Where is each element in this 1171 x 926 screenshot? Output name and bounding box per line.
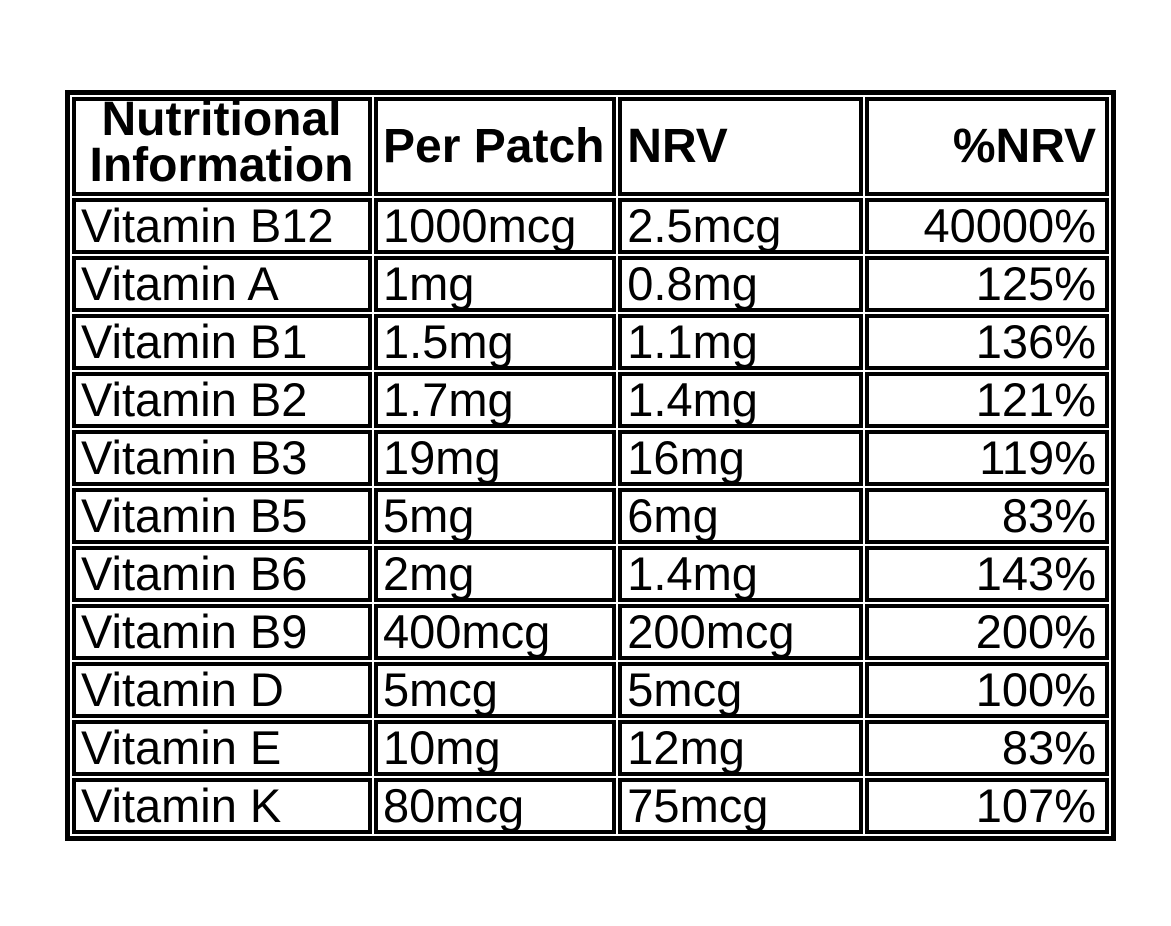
table-body: Vitamin B12 1000mcg 2.5mcg 40000% Vitami… <box>72 198 1109 834</box>
nrv-cell: 6mg <box>618 488 863 544</box>
nrv-cell: 200mcg <box>618 604 863 660</box>
vitamin-name-cell: Vitamin A <box>72 256 373 312</box>
pct-nrv-cell: 119% <box>864 430 1109 486</box>
per-patch-cell: 1.5mg <box>374 314 617 370</box>
table-row-vitamin-b6: Vitamin B6 2mg 1.4mg 143% <box>72 546 1109 602</box>
table-row-vitamin-b2: Vitamin B2 1.7mg 1.4mg 121% <box>72 372 1109 428</box>
pct-nrv-cell: 125% <box>864 256 1109 312</box>
pct-nrv-cell: 83% <box>864 488 1109 544</box>
table-row-vitamin-d: Vitamin D 5mcg 5mcg 100% <box>72 662 1109 718</box>
pct-nrv-cell: 83% <box>864 720 1109 776</box>
vitamin-name-cell: Vitamin B3 <box>72 430 373 486</box>
header-label-nutritional-information: Nutritional Information <box>89 97 354 192</box>
pct-nrv-cell: 143% <box>864 546 1109 602</box>
nrv-cell: 12mg <box>618 720 863 776</box>
nrv-cell: 16mg <box>618 430 863 486</box>
per-patch-cell: 19mg <box>374 430 617 486</box>
table-row-vitamin-a: Vitamin A 1mg 0.8mg 125% <box>72 256 1109 312</box>
table-row-vitamin-b12: Vitamin B12 1000mcg 2.5mcg 40000% <box>72 198 1109 254</box>
vitamin-name-cell: Vitamin K <box>72 778 373 834</box>
per-patch-cell: 10mg <box>374 720 617 776</box>
per-patch-cell: 1000mcg <box>374 198 617 254</box>
per-patch-cell: 2mg <box>374 546 617 602</box>
table-header: Nutritional Information Per Patch NRV %N… <box>72 97 1109 196</box>
table-row-vitamin-e: Vitamin E 10mg 12mg 83% <box>72 720 1109 776</box>
pct-nrv-cell: 40000% <box>864 198 1109 254</box>
vitamin-name-cell: Vitamin E <box>72 720 373 776</box>
nrv-cell: 5mcg <box>618 662 863 718</box>
table-row-vitamin-b5: Vitamin B5 5mg 6mg 83% <box>72 488 1109 544</box>
vitamin-name-cell: Vitamin B9 <box>72 604 373 660</box>
vitamin-name-cell: Vitamin B1 <box>72 314 373 370</box>
vitamin-name-cell: Vitamin B12 <box>72 198 373 254</box>
per-patch-cell: 400mcg <box>374 604 617 660</box>
pct-nrv-cell: 121% <box>864 372 1109 428</box>
nrv-cell: 2.5mcg <box>618 198 863 254</box>
nutrition-table: Nutritional Information Per Patch NRV %N… <box>65 90 1116 841</box>
nrv-cell: 0.8mg <box>618 256 863 312</box>
table-row-vitamin-b9: Vitamin B9 400mcg 200mcg 200% <box>72 604 1109 660</box>
header-cell-per-patch: Per Patch <box>374 97 617 196</box>
pct-nrv-cell: 100% <box>864 662 1109 718</box>
vitamin-name-cell: Vitamin B6 <box>72 546 373 602</box>
pct-nrv-cell: 136% <box>864 314 1109 370</box>
per-patch-cell: 1mg <box>374 256 617 312</box>
table-row-vitamin-b1: Vitamin B1 1.5mg 1.1mg 136% <box>72 314 1109 370</box>
pct-nrv-cell: 107% <box>864 778 1109 834</box>
vitamin-name-cell: Vitamin B2 <box>72 372 373 428</box>
pct-nrv-cell: 200% <box>864 604 1109 660</box>
nrv-cell: 1.1mg <box>618 314 863 370</box>
per-patch-cell: 80mcg <box>374 778 617 834</box>
nutrition-table-container: Nutritional Information Per Patch NRV %N… <box>65 90 1116 841</box>
per-patch-cell: 5mg <box>374 488 617 544</box>
vitamin-name-cell: Vitamin D <box>72 662 373 718</box>
nrv-cell: 1.4mg <box>618 372 863 428</box>
per-patch-cell: 5mcg <box>374 662 617 718</box>
header-cell-pct-nrv: %NRV <box>864 97 1109 196</box>
vitamin-name-cell: Vitamin B5 <box>72 488 373 544</box>
table-row-vitamin-k: Vitamin K 80mcg 75mcg 107% <box>72 778 1109 834</box>
header-cell-nrv: NRV <box>618 97 863 196</box>
header-cell-nutritional-information: Nutritional Information <box>72 97 373 196</box>
table-row-vitamin-b3: Vitamin B3 19mg 16mg 119% <box>72 430 1109 486</box>
nrv-cell: 1.4mg <box>618 546 863 602</box>
per-patch-cell: 1.7mg <box>374 372 617 428</box>
nrv-cell: 75mcg <box>618 778 863 834</box>
header-row: Nutritional Information Per Patch NRV %N… <box>72 97 1109 196</box>
